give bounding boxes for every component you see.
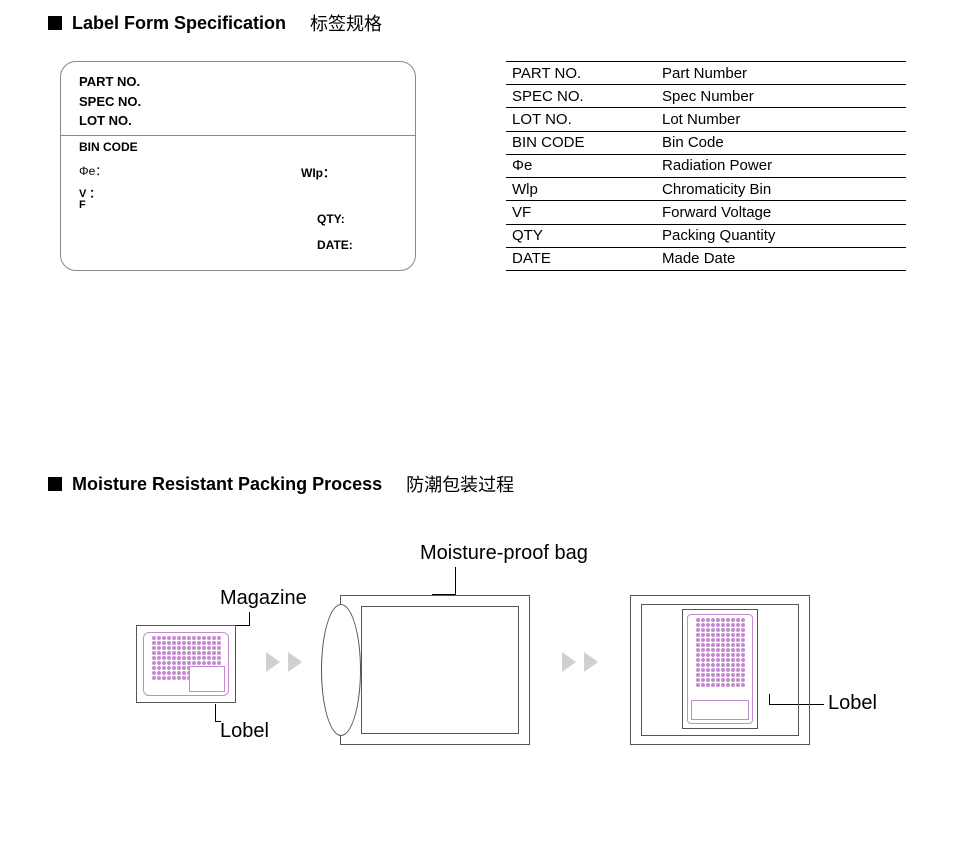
section2-title-cn: 防潮包装过程 — [406, 471, 514, 497]
def-key: PART NO. — [506, 62, 656, 85]
definitions-table: PART NO.Part NumberSPEC NO.Spec NumberLO… — [506, 61, 906, 271]
final-magazine — [682, 609, 758, 729]
header-bullet-icon — [48, 477, 62, 491]
table-row: BIN CODEBin Code — [506, 131, 906, 154]
bag-label: Moisture-proof bag — [420, 542, 588, 565]
label-lot-no: LOT NO. — [79, 111, 397, 131]
table-row: LOT NO.Lot Number — [506, 108, 906, 131]
table-row: WlpChromaticity Bin — [506, 178, 906, 201]
table-row: SPEC NO.Spec Number — [506, 85, 906, 108]
final-dotgrid — [688, 615, 752, 690]
bag-inner — [361, 606, 519, 734]
section2-title-en: Moisture Resistant Packing Process — [72, 474, 382, 495]
magazine-label: Magazine — [220, 587, 307, 610]
table-row: QTYPacking Quantity — [506, 224, 906, 247]
arrow-icon — [266, 652, 310, 678]
def-value: Made Date — [656, 247, 906, 270]
label-spec-no: SPEC NO. — [79, 92, 397, 112]
def-value: Part Number — [656, 62, 906, 85]
section1-header: Label Form Specification 标签规格 — [48, 10, 960, 36]
leader-line — [249, 612, 250, 625]
label-bin-code: BIN CODE — [79, 140, 397, 154]
section1-title-en: Label Form Specification — [72, 13, 286, 34]
def-key: DATE — [506, 247, 656, 270]
table-row: DATEMade Date — [506, 247, 906, 270]
label-qty: QTY: — [317, 212, 345, 226]
final-inner — [641, 604, 799, 736]
leader-line — [215, 721, 221, 722]
final-box — [630, 595, 810, 745]
leader-line — [455, 567, 456, 594]
lobel-label-1: Lobel — [220, 720, 269, 743]
def-key: QTY — [506, 224, 656, 247]
table-row: ΦeRadiation Power — [506, 154, 906, 177]
def-value: Packing Quantity — [656, 224, 906, 247]
packing-process-diagram: Magazine Moisture-proof bag Lobel Lobel — [0, 537, 960, 767]
section1-title-cn: 标签规格 — [310, 10, 382, 36]
final-lobel-patch — [691, 700, 749, 720]
label-vf2: F — [79, 199, 397, 211]
label-divider — [61, 135, 415, 136]
magazine-inner — [143, 632, 229, 696]
final-magazine-inner — [687, 614, 753, 724]
def-key: BIN CODE — [506, 131, 656, 154]
section1-body: PART NO. SPEC NO. LOT NO. BIN CODE Φe： W… — [0, 61, 960, 271]
magazine-lobel-patch — [189, 666, 225, 692]
lobel-label-2: Lobel — [828, 692, 877, 715]
def-value: Chromaticity Bin — [656, 178, 906, 201]
label-date: DATE: — [317, 238, 353, 252]
def-key: VF — [506, 201, 656, 224]
bag-box — [340, 595, 530, 745]
magazine-box — [136, 625, 236, 703]
def-value: Lot Number — [656, 108, 906, 131]
def-key: Wlp — [506, 178, 656, 201]
leader-line — [215, 704, 216, 721]
def-value: Spec Number — [656, 85, 906, 108]
label-wlp: WIp： — [301, 164, 335, 181]
label-phi-e: Φe： — [79, 162, 397, 179]
def-key: SPEC NO. — [506, 85, 656, 108]
arrow-icon — [562, 652, 606, 678]
def-value: Bin Code — [656, 131, 906, 154]
def-key: Φe — [506, 154, 656, 177]
section2-header: Moisture Resistant Packing Process 防潮包装过… — [48, 471, 960, 497]
def-key: LOT NO. — [506, 108, 656, 131]
def-value: Forward Voltage — [656, 201, 906, 224]
label-part-no: PART NO. — [79, 72, 397, 92]
header-bullet-icon — [48, 16, 62, 30]
label-card: PART NO. SPEC NO. LOT NO. BIN CODE Φe： W… — [60, 61, 416, 271]
bag-opening-ellipse — [321, 604, 361, 736]
table-row: VFForward Voltage — [506, 201, 906, 224]
def-value: Radiation Power — [656, 154, 906, 177]
table-row: PART NO.Part Number — [506, 62, 906, 85]
